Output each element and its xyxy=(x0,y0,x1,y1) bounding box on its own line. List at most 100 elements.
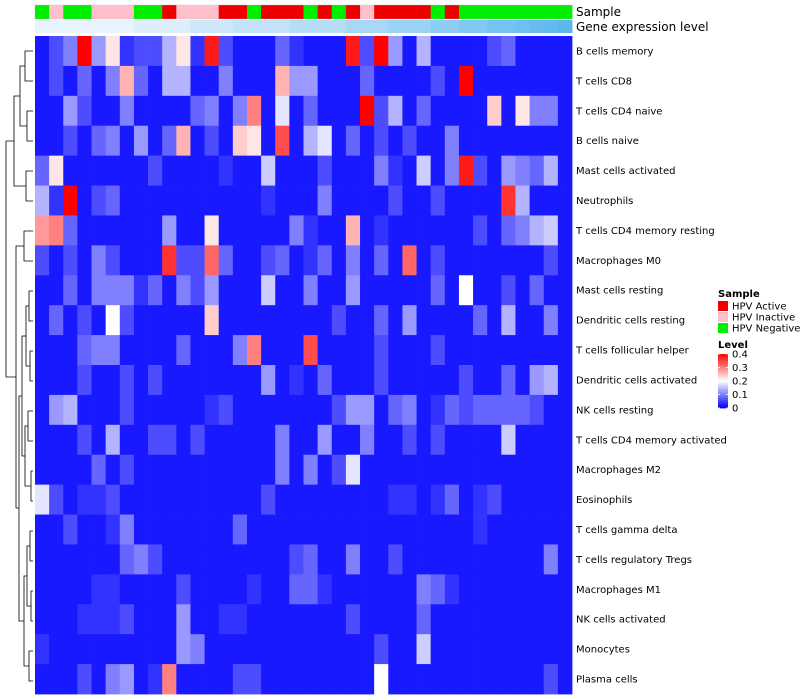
heatmap-cell xyxy=(77,185,92,216)
sample-annotation-bar xyxy=(34,4,573,20)
level-colorbar-step xyxy=(718,402,728,405)
heatmap-cell xyxy=(529,394,545,426)
heatmap-cell xyxy=(416,365,432,396)
heatmap-cell xyxy=(345,514,361,545)
heatmap-cell xyxy=(204,185,220,216)
heatmap-cell xyxy=(388,125,403,157)
heatmap-cell xyxy=(289,185,304,216)
expression-cell xyxy=(345,20,361,33)
row-label: T cells regulatory Tregs xyxy=(575,555,692,566)
heatmap-cell xyxy=(35,215,50,246)
heatmap-cell xyxy=(289,95,304,127)
heatmap-cell xyxy=(458,65,474,97)
heatmap-cell xyxy=(246,544,262,575)
heatmap-cell xyxy=(261,36,276,67)
heatmap-cell xyxy=(317,36,333,67)
heatmap-cell xyxy=(91,245,107,276)
heatmap-cell xyxy=(557,155,573,186)
heatmap-cell xyxy=(515,484,530,515)
heatmap-cell xyxy=(218,484,234,515)
heatmap-cell xyxy=(91,335,107,366)
heatmap-cell xyxy=(63,484,78,515)
heatmap-cell xyxy=(473,454,488,486)
heatmap-cell xyxy=(331,125,347,157)
expression-cell xyxy=(317,20,333,33)
heatmap-cell xyxy=(360,36,375,67)
heatmap-cell xyxy=(515,574,530,605)
heatmap-cell xyxy=(63,394,78,426)
heatmap-cell xyxy=(162,544,177,575)
heatmap-cell xyxy=(35,36,50,67)
heatmap-cell xyxy=(35,604,50,635)
level-colorbar-step xyxy=(718,406,728,409)
heatmap-cell xyxy=(35,514,50,545)
heatmap-cell xyxy=(119,155,135,186)
heatmap-cell xyxy=(317,454,333,486)
heatmap-cell xyxy=(317,65,333,97)
heatmap-cell xyxy=(458,604,474,635)
heatmap-cell xyxy=(91,305,107,336)
heatmap-cell xyxy=(543,424,559,456)
heatmap-cell xyxy=(176,245,191,276)
heatmap-cell xyxy=(133,424,149,456)
level-colorbar-step xyxy=(718,370,728,372)
heatmap-cell xyxy=(133,36,149,67)
heatmap-cell xyxy=(501,65,516,97)
heatmap-cell xyxy=(63,454,78,486)
heatmap-cell xyxy=(246,95,262,127)
heatmap-cell xyxy=(119,365,135,396)
sample-legend-swatch xyxy=(718,323,728,333)
heatmap-cell xyxy=(374,544,389,575)
heatmap-cell xyxy=(91,36,107,67)
level-colorbar-step xyxy=(718,378,728,381)
heatmap-cell xyxy=(501,125,516,157)
heatmap-cell xyxy=(543,305,559,336)
heatmap-cell xyxy=(190,514,205,545)
heatmap-cell xyxy=(77,275,92,306)
level-tick-label: 0 xyxy=(732,404,738,415)
heatmap-cell xyxy=(204,36,220,67)
heatmap-cell xyxy=(204,335,220,366)
heatmap-cell xyxy=(176,394,191,426)
heatmap-cell xyxy=(360,604,375,635)
heatmap-cell xyxy=(487,604,502,635)
heatmap-cell xyxy=(218,155,234,186)
heatmap-cell xyxy=(345,544,361,575)
heatmap-cell xyxy=(360,484,375,515)
heatmap-cell xyxy=(557,185,573,216)
heatmap-cell xyxy=(261,275,276,306)
heatmap-cell xyxy=(303,514,319,545)
heatmap-cell xyxy=(473,544,488,575)
heatmap-cell xyxy=(49,155,64,186)
heatmap-cell xyxy=(360,664,375,695)
heatmap-cell xyxy=(473,514,488,545)
heatmap-cell xyxy=(162,664,177,695)
heatmap-cell xyxy=(105,634,121,665)
heatmap-cell xyxy=(331,305,347,336)
row-label: T cells CD4 memory activated xyxy=(575,435,727,446)
heatmap-cell xyxy=(91,275,107,306)
sample-legend-label: HPV Active xyxy=(732,302,787,313)
heatmap-cell xyxy=(529,215,545,246)
heatmap-cell xyxy=(63,634,78,665)
level-colorbar-step xyxy=(718,405,728,408)
expression-cell xyxy=(190,20,206,33)
heatmap-cell xyxy=(543,36,559,67)
row-label: T cells gamma delta xyxy=(575,525,677,536)
heatmap-cell xyxy=(289,634,304,665)
heatmap-cell xyxy=(402,155,417,186)
heatmap-cell xyxy=(317,544,333,575)
sample-cell xyxy=(374,5,389,19)
heatmap-cell xyxy=(35,245,50,276)
heatmap-cell xyxy=(388,574,403,605)
heatmap-cell xyxy=(105,365,121,396)
expression-cell xyxy=(119,20,135,33)
heatmap-cell xyxy=(289,394,304,426)
heatmap-cell xyxy=(430,125,446,157)
heatmap-cell xyxy=(416,664,432,695)
heatmap-cell xyxy=(388,155,403,186)
heatmap-cell xyxy=(77,604,92,635)
heatmap-cell xyxy=(529,484,545,515)
heatmap-cell xyxy=(402,125,417,157)
sample-legend-swatch xyxy=(718,312,728,322)
